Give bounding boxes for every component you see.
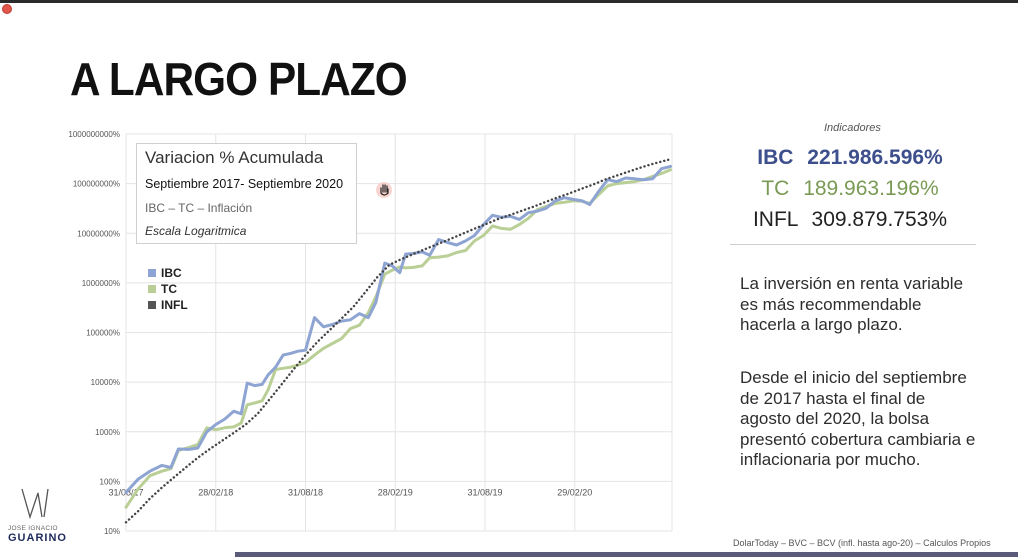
indicators-title: Indicadores — [824, 122, 881, 134]
x-tick-label: 31/08/19 — [467, 487, 502, 497]
chart-legend: IBC TC INFL — [148, 265, 188, 313]
y-tick-label: 10000000% — [77, 229, 120, 238]
y-tick-label: 10000% — [91, 378, 120, 387]
indicator-row-infl: INFL 309.879.753% — [730, 208, 970, 232]
text-paragraph-1: La inversión en renta variable es más re… — [740, 274, 964, 334]
record-indicator-icon — [2, 4, 12, 14]
logo-name-bottom: GUARINO — [8, 532, 67, 544]
legend-swatch-infl — [148, 301, 156, 309]
source-note: DolarToday – BVC – BCV (infl. hasta ago-… — [733, 538, 991, 548]
legend-label-ibc: IBC — [161, 266, 182, 280]
indicators-divider — [730, 244, 976, 245]
x-axis-ticks: 31/08/17 28/02/18 31/08/18 28/02/19 31/08/19… — [108, 487, 592, 497]
x-tick-label: 31/08/18 — [288, 487, 323, 497]
legend-swatch-tc — [148, 285, 156, 293]
text-paragraph-2: Desde el inicio del septiembre de 2017 h… — [740, 368, 976, 469]
chart-info-heading: Variacion % Acumulada — [145, 148, 324, 167]
indicator-value-infl: 309.879.753% — [811, 208, 948, 231]
chart-info-period: Septiembre 2017- Septiembre 2020 — [145, 177, 344, 191]
bottom-accent-bar — [235, 552, 1018, 557]
y-tick-label: 1000% — [95, 428, 120, 437]
indicator-label-infl: INFL — [752, 208, 798, 231]
chart-info-scale: Escala Logaritmica — [145, 224, 247, 238]
y-axis-ticks: 10% 100% 1000% 10000% 100000% 1000000% 1000000… — [68, 130, 120, 536]
chart-series — [124, 158, 672, 524]
chart-info-box: Variacion % Acumulada Septiembre 2017- S… — [136, 143, 357, 244]
series-line-infl — [124, 158, 672, 524]
indicator-row-tc: TC 189.963.196% — [730, 177, 970, 201]
y-tick-label: 100% — [100, 477, 120, 486]
legend-item-infl: INFL — [148, 297, 188, 313]
legend-label-infl: INFL — [161, 298, 188, 312]
slide-title: A LARGO PLAZO — [70, 53, 408, 105]
indicator-label-tc: TC — [761, 177, 790, 200]
logo-name-top: JOSE IGNACIO — [8, 525, 58, 532]
x-tick-label: 29/02/20 — [557, 487, 592, 497]
indicator-row-ibc: IBC 221.986.596% — [730, 146, 970, 170]
hand-cursor-icon — [376, 182, 392, 198]
x-tick-label: 28/02/18 — [198, 487, 233, 497]
series-line-ibc — [124, 164, 672, 494]
y-tick-label: 1000000000% — [68, 130, 120, 139]
indicator-value-tc: 189.963.196% — [803, 177, 939, 200]
window-top-bar — [0, 0, 1018, 3]
y-tick-label: 1000000% — [82, 279, 120, 288]
legend-swatch-ibc — [148, 269, 156, 277]
legend-item-tc: TC — [148, 281, 188, 297]
x-tick-label: 28/02/19 — [378, 487, 413, 497]
author-logo-icon — [21, 488, 49, 520]
legend-label-tc: TC — [161, 282, 177, 296]
indicator-label-ibc: IBC — [757, 146, 794, 169]
legend-item-ibc: IBC — [148, 265, 188, 281]
y-tick-label: 10% — [104, 527, 120, 536]
y-tick-label: 100000000% — [73, 180, 120, 189]
chart-info-series: IBC – TC – Inflación — [145, 201, 253, 215]
indicator-value-ibc: 221.986.596% — [807, 146, 943, 169]
y-tick-label: 100000% — [86, 329, 120, 338]
